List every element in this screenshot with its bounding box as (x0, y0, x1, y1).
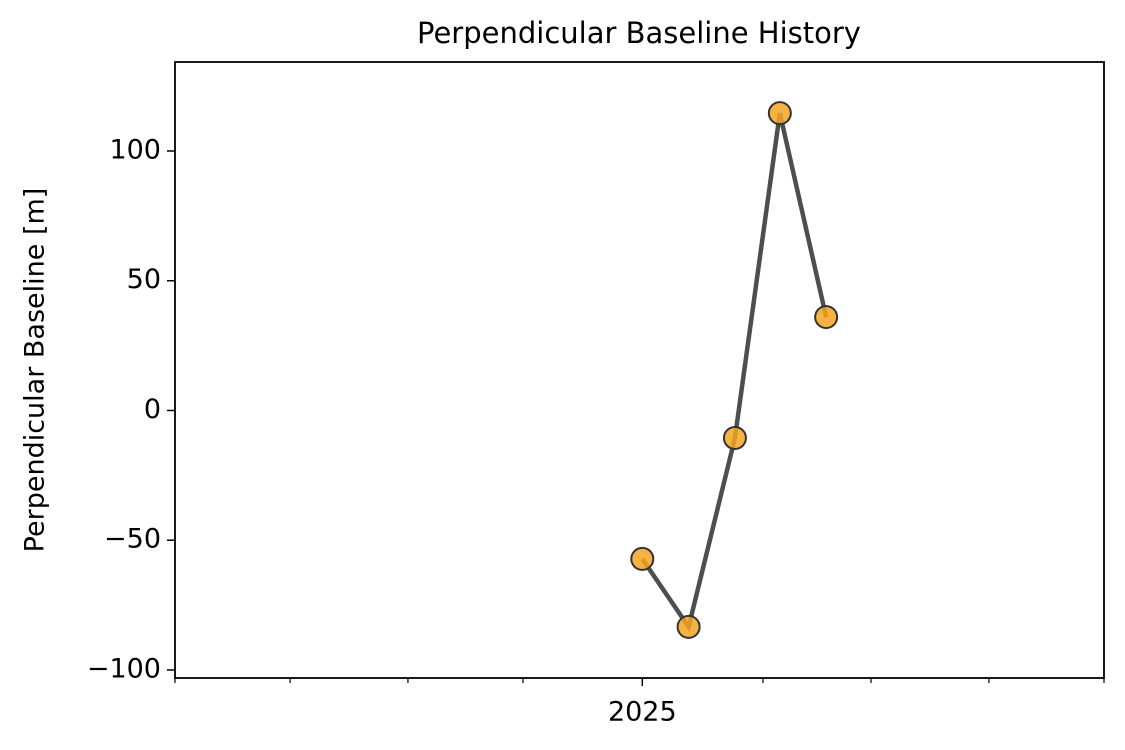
data-point (722, 425, 747, 450)
y-axis-label: Perpendicular Baseline [m] (20, 188, 51, 553)
y-tick-label: 50 (127, 264, 161, 295)
data-point (814, 305, 839, 330)
x-tick-label: 2025 (608, 697, 677, 728)
plot-frame (174, 61, 1105, 679)
data-point (676, 614, 701, 639)
series-line (640, 112, 829, 633)
y-tick-label: 0 (144, 394, 161, 425)
y-tick-label: 100 (109, 135, 161, 166)
data-point (630, 546, 655, 571)
data-point (767, 101, 792, 126)
chart-title: Perpendicular Baseline History (417, 16, 861, 50)
y-tick-label: −50 (104, 524, 161, 555)
y-tick-label: −100 (87, 653, 161, 684)
